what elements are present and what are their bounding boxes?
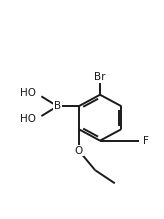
Text: B: B bbox=[54, 101, 61, 111]
Text: HO: HO bbox=[20, 88, 36, 98]
Text: Br: Br bbox=[94, 72, 106, 82]
Text: O: O bbox=[75, 145, 83, 155]
Text: HO: HO bbox=[20, 114, 36, 124]
Text: F: F bbox=[143, 136, 149, 146]
